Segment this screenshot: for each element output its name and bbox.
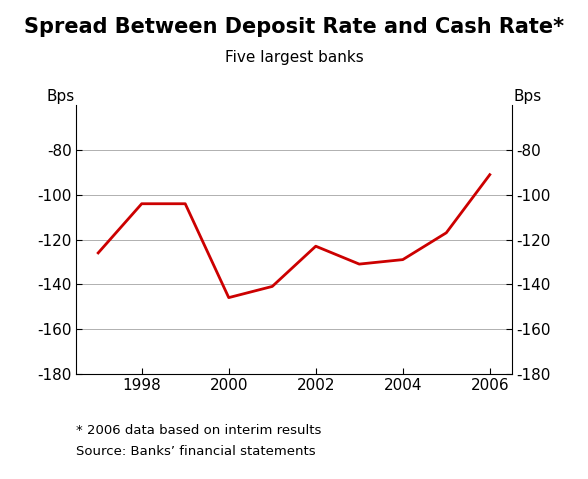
- Text: Spread Between Deposit Rate and Cash Rate*: Spread Between Deposit Rate and Cash Rat…: [24, 17, 564, 37]
- Text: * 2006 data based on interim results: * 2006 data based on interim results: [76, 424, 322, 437]
- Text: Source: Banks’ financial statements: Source: Banks’ financial statements: [76, 445, 316, 457]
- Text: Five largest banks: Five largest banks: [225, 50, 363, 65]
- Text: Bps: Bps: [46, 89, 74, 104]
- Text: Bps: Bps: [514, 89, 542, 104]
